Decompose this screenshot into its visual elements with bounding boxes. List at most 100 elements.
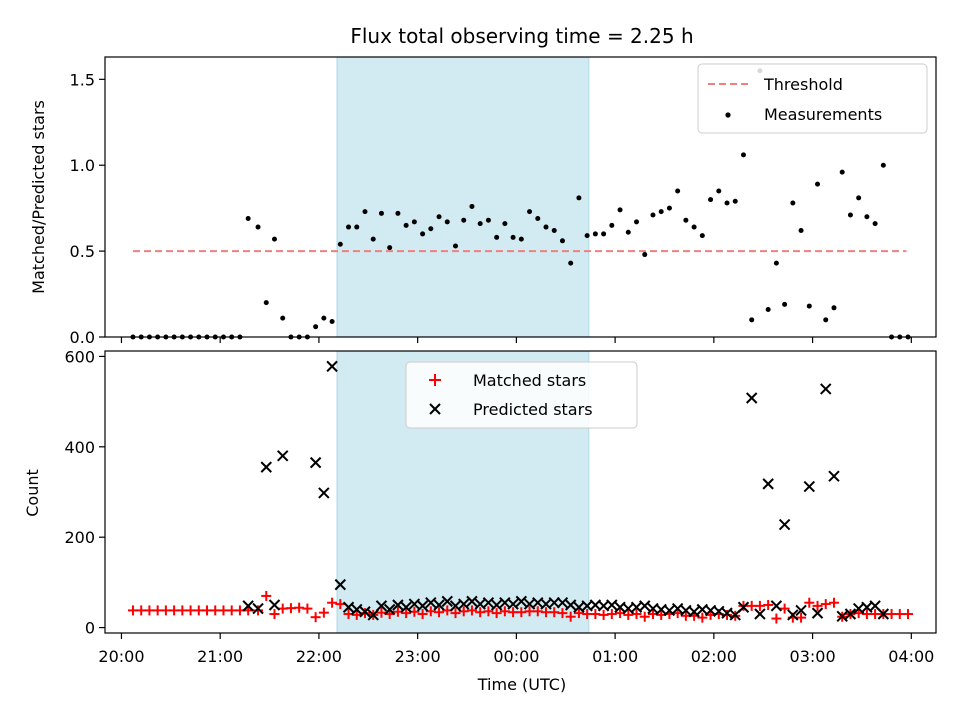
predicted-star-stroke-b bbox=[515, 595, 528, 608]
predicted-star-stroke-b bbox=[466, 595, 478, 608]
predicted-star-point bbox=[721, 607, 733, 619]
predicted-star-point bbox=[754, 608, 766, 620]
measurement-point bbox=[740, 152, 746, 158]
measurement-point bbox=[683, 217, 689, 223]
measurement-point bbox=[510, 234, 516, 240]
legend-matched-label: Matched stars bbox=[473, 371, 586, 390]
measurement-point bbox=[362, 209, 368, 215]
measurement-point bbox=[444, 219, 450, 225]
count-y-tick-label: 600 bbox=[64, 347, 95, 366]
measurement-point bbox=[559, 238, 565, 244]
predicted-star-stroke-b bbox=[342, 601, 355, 613]
predicted-star-point bbox=[375, 600, 388, 612]
predicted-star-point bbox=[836, 610, 848, 622]
matched-star-point bbox=[779, 603, 790, 614]
predicted-star-stroke-b bbox=[433, 599, 445, 611]
predicted-star-stroke-b bbox=[671, 602, 684, 615]
predicted-star-point bbox=[342, 601, 355, 613]
predicted-star-point bbox=[737, 601, 750, 613]
matched-star-point bbox=[401, 608, 412, 619]
matched-star-point bbox=[631, 609, 642, 620]
predicted-star-stroke-b bbox=[787, 609, 799, 621]
predicted-star-stroke-b bbox=[754, 608, 766, 620]
time-x-tick-label: 02:00 bbox=[691, 647, 737, 666]
ratio-panel: 0.0 0.5 1.0 1.5 Matched/Predicted stars Thr… bbox=[29, 56, 937, 347]
predicted-star-point bbox=[820, 383, 832, 395]
matched-star-point bbox=[483, 606, 494, 617]
measurement-point bbox=[765, 307, 771, 313]
predicted-star-point bbox=[787, 609, 799, 621]
predicted-star-point bbox=[688, 606, 700, 618]
measurement-point bbox=[864, 214, 870, 220]
predicted-star-point bbox=[828, 470, 840, 482]
measurement-point bbox=[872, 221, 878, 227]
measurement-point bbox=[263, 300, 269, 306]
measurement-point bbox=[847, 212, 853, 218]
predicted-star-stroke-b bbox=[778, 518, 791, 531]
measurement-point bbox=[642, 252, 648, 258]
measurement-point bbox=[370, 236, 376, 242]
count-panel: 0 200 400 600 20:00 21:00 22:00 23:00 00:00 01:0… bbox=[23, 347, 937, 694]
ratio-legend: Threshold Measurements bbox=[697, 63, 928, 134]
predicted-star-stroke-b bbox=[556, 597, 569, 609]
predicted-star-stroke-b bbox=[268, 599, 281, 611]
predicted-star-stroke-b bbox=[540, 598, 552, 610]
predicted-star-stroke-b bbox=[597, 600, 610, 612]
measurement-point bbox=[354, 224, 360, 230]
predicted-star-stroke-b bbox=[721, 607, 733, 619]
matched-star-point bbox=[828, 597, 839, 608]
predicted-star-stroke-b bbox=[622, 602, 634, 615]
predicted-star-point bbox=[490, 599, 503, 611]
predicted-star-point bbox=[309, 456, 322, 469]
matched-star-point bbox=[491, 608, 502, 619]
measurement-point bbox=[403, 222, 409, 228]
measurement-point bbox=[782, 301, 788, 307]
predicted-star-stroke-b bbox=[581, 600, 593, 612]
predicted-star-stroke-b bbox=[474, 598, 486, 610]
predicted-star-point bbox=[844, 608, 857, 620]
measurement-point bbox=[461, 217, 467, 223]
measurement-point bbox=[271, 236, 277, 242]
measurement-point bbox=[798, 227, 804, 233]
measurement-point bbox=[699, 233, 705, 239]
predicted-star-point bbox=[795, 604, 807, 617]
legend-matched-swatch bbox=[429, 374, 441, 386]
measurement-point bbox=[831, 305, 837, 311]
predicted-star-point bbox=[277, 450, 289, 462]
predicted-star-stroke-b bbox=[663, 604, 676, 617]
measurement-point bbox=[469, 203, 475, 209]
count-y-axis: 0 200 400 600 bbox=[64, 347, 105, 638]
predicted-star-point bbox=[663, 604, 676, 617]
predicted-star-stroke-b bbox=[639, 600, 651, 612]
predicted-star-point bbox=[334, 578, 347, 591]
measurement-point bbox=[601, 231, 607, 237]
predicted-star-stroke-b bbox=[334, 578, 347, 591]
predicted-star-stroke-b bbox=[416, 600, 429, 612]
ratio-y-axis-label: Matched/Predicted stars bbox=[29, 100, 48, 294]
predicted-star-point bbox=[252, 602, 264, 615]
matched-star-point bbox=[557, 608, 568, 619]
ratio-x-ticks bbox=[120, 337, 912, 343]
predicted-star-stroke-b bbox=[523, 598, 536, 610]
measurement-point bbox=[732, 198, 738, 204]
predicted-star-stroke-b bbox=[326, 360, 338, 373]
matched-star-point bbox=[335, 599, 346, 610]
predicted-star-stroke-b bbox=[713, 605, 725, 618]
ratio-y-axis: 0.0 0.5 1.0 1.5 bbox=[70, 70, 105, 347]
predicted-star-point bbox=[351, 603, 363, 616]
predicted-star-point bbox=[639, 600, 651, 612]
matched-star-point bbox=[261, 590, 272, 601]
matched-star-point bbox=[269, 609, 280, 620]
predicted-star-point bbox=[762, 478, 774, 490]
matched-star-point bbox=[310, 612, 321, 623]
measurement-point bbox=[245, 215, 251, 221]
predicted-star-point bbox=[383, 603, 396, 616]
measurement-point bbox=[790, 200, 796, 206]
legend-measurements-swatch bbox=[725, 112, 731, 118]
measurement-point bbox=[337, 241, 343, 247]
measurement-point bbox=[387, 245, 393, 251]
time-x-axis: 20:00 21:00 22:00 23:00 00:00 01:00 02:00 03:00… bbox=[98, 633, 934, 666]
predicted-star-stroke-b bbox=[351, 603, 363, 616]
predicted-star-stroke-b bbox=[507, 598, 519, 610]
measurement-point bbox=[724, 200, 730, 206]
